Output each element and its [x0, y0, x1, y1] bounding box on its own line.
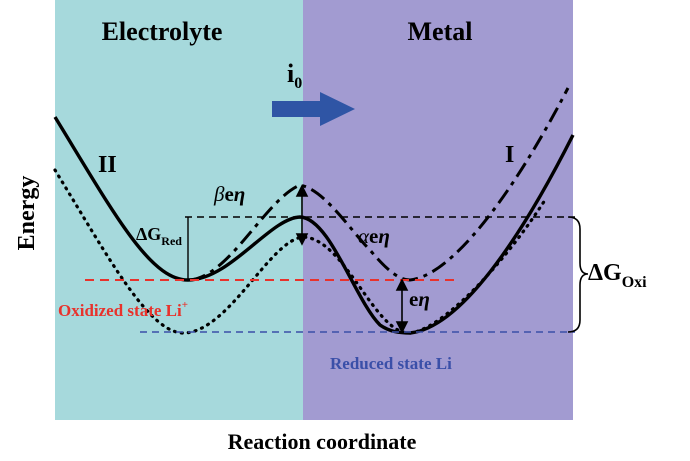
barrier-shift-arrow: [295, 184, 309, 246]
curve-ii-label: II: [98, 152, 117, 178]
dg-red-label: ΔGRed: [136, 224, 182, 248]
overpotential-arrow: [395, 278, 409, 334]
electrolyte-label: Electrolyte: [102, 17, 223, 46]
curve-solid: [53, 116, 575, 335]
curve-dotted: [53, 168, 547, 335]
electrolyte-region: [55, 0, 303, 420]
e-eta-label: eη: [409, 287, 430, 311]
curve-i-label: I: [505, 142, 514, 168]
x-axis-label: Reaction coordinate: [228, 429, 417, 454]
reduced-state-label: Reduced state Li: [330, 354, 452, 373]
dg-oxi-label: ΔGOxi: [588, 260, 647, 291]
beta-e-eta-label: βeη: [213, 182, 245, 206]
dg-oxi-brace: [567, 216, 589, 333]
exchange-current-label: i0: [287, 59, 302, 92]
y-axis-label: Energy: [14, 176, 40, 251]
exchange-current-arrow: [272, 92, 355, 126]
metal-label: Metal: [408, 17, 473, 46]
metal-region: [303, 0, 573, 420]
alpha-e-eta-label: αeη: [358, 224, 390, 248]
oxidized-state-label: Oxidized state Li+: [58, 299, 188, 320]
